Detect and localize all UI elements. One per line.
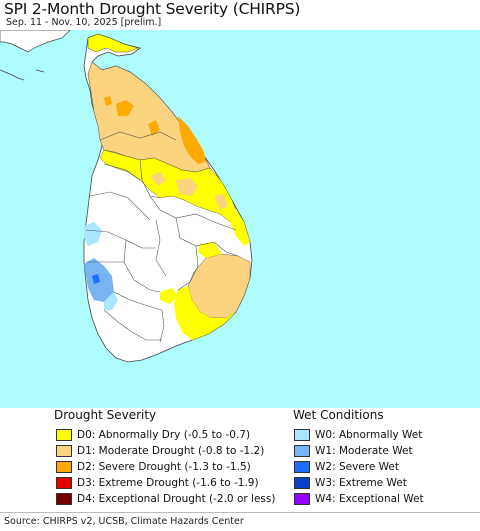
drought-map <box>0 30 480 408</box>
d1-pocket-east <box>176 178 198 196</box>
adams-bridge-islands <box>0 69 45 81</box>
map-header: SPI 2-Month Drought Severity (CHIRPS) Se… <box>0 0 480 30</box>
d2-patch-northwest <box>104 96 112 106</box>
drought-legend-title: Drought Severity <box>54 408 157 422</box>
d4-swatch <box>56 493 72 505</box>
west-w2-spot <box>92 274 100 284</box>
legend-label: D0: Abnormally Dry (-0.5 to -0.7) <box>77 429 251 441</box>
jaffna-d0-zone <box>87 33 139 53</box>
wet-legend-title: Wet Conditions <box>293 408 384 422</box>
west-w0-fringe <box>104 292 118 310</box>
w0-swatch <box>294 429 310 441</box>
legend: Drought Severity Wet Conditions D0: Abno… <box>0 408 480 512</box>
north-central-d0-belt <box>99 149 239 223</box>
india-coastline <box>0 30 71 53</box>
east-coast-d0-strip <box>230 204 250 246</box>
legend-label: W1: Moderate Wet <box>315 445 413 457</box>
d2-patch-interior <box>148 120 160 136</box>
map-date-range: Sep. 11 - Nov. 10, 2025 [prelim.] <box>6 17 162 28</box>
district-boundaries <box>85 131 239 343</box>
w3-swatch <box>294 477 310 489</box>
legend-label: D1: Moderate Drought (-0.8 to -1.2) <box>77 445 265 457</box>
w1-swatch <box>294 445 310 457</box>
south-d0-band <box>174 286 236 340</box>
d2-patch-north-central <box>116 100 134 116</box>
legend-label: W0: Abnormally Wet <box>315 429 423 441</box>
w2-swatch <box>294 461 310 473</box>
south-central-d0 <box>160 288 178 304</box>
west-w0-patch <box>84 222 102 246</box>
map-title: SPI 2-Month Drought Severity (CHIRPS) <box>4 0 301 18</box>
legend-label: D2: Severe Drought (-1.3 to -1.5) <box>77 461 251 473</box>
footer: Source: CHIRPS v2, UCSB, Climate Hazards… <box>0 512 480 531</box>
legend-label: W4: Exceptional Wet <box>315 493 424 505</box>
d2-patch-northeast-coast <box>178 116 206 164</box>
legend-label: D4: Exceptional Drought (-2.0 or less) <box>77 493 276 505</box>
d3-swatch <box>56 477 72 489</box>
legend-label: D3: Extreme Drought (-1.6 to -1.9) <box>77 477 259 489</box>
legend-label: W2: Severe Wet <box>315 461 399 473</box>
legend-label: W3: Extreme Wet <box>315 477 407 489</box>
d0-swatch <box>56 429 72 441</box>
w4-swatch <box>294 493 310 505</box>
d1-pocket-east-coast <box>214 194 228 210</box>
d2-swatch <box>56 461 72 473</box>
source-credit: Source: CHIRPS v2, UCSB, Climate Hazards… <box>4 516 244 527</box>
d1-pocket-central <box>150 172 166 186</box>
southeast-interior-d0 <box>198 242 222 258</box>
d1-swatch <box>56 445 72 457</box>
